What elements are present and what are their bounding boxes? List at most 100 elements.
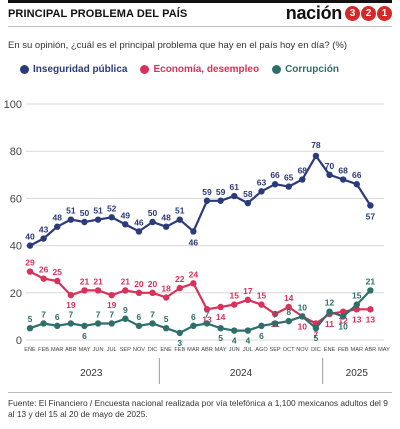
legend-label-inseguridad: Inseguridad pública — [33, 64, 128, 75]
x-tick-label: SEP — [269, 347, 280, 353]
data-point-economia — [190, 280, 197, 287]
data-label-economia: 14 — [284, 293, 294, 303]
data-point-inseguridad — [67, 216, 75, 223]
data-point-inseguridad — [312, 152, 320, 160]
data-point-inseguridad — [81, 218, 88, 226]
x-tick-label: JUN — [93, 347, 104, 353]
chart-legend: Inseguridad pública Economía, desempleo … — [20, 64, 352, 75]
x-tick-label: MAR — [51, 347, 63, 353]
x-tick-label: FEB — [38, 347, 49, 353]
x-tick-label: MAY — [79, 347, 91, 353]
x-tick-label: ENE — [160, 347, 172, 353]
data-point-economia — [149, 289, 156, 296]
legend-swatch-economia — [140, 65, 150, 74]
brand-logo: nación 3 2 1 — [286, 2, 392, 24]
y-tick-label: 20 — [10, 288, 22, 300]
data-label-inseguridad: 48 — [52, 213, 62, 223]
data-point-corrupcion — [176, 329, 183, 337]
data-point-economia — [367, 306, 374, 313]
data-point-corrupcion — [190, 322, 197, 330]
x-tick-label: DIC — [311, 347, 321, 353]
data-label-inseguridad: 70 — [325, 161, 335, 171]
data-label-corrupcion: 15 — [352, 291, 362, 301]
x-tick-label: JUL — [107, 347, 117, 353]
data-label-corrupcion: 7 — [205, 309, 210, 319]
data-point-corrupcion — [353, 301, 360, 308]
data-point-inseguridad — [326, 171, 333, 178]
chart-subtitle: En su opinión, ¿cuál es el principal pro… — [8, 40, 348, 51]
data-point-economia — [217, 303, 224, 311]
data-label-inseguridad: 48 — [161, 213, 171, 223]
data-label-inseguridad: 78 — [311, 140, 321, 150]
data-label-inseguridad: 63 — [257, 177, 267, 187]
data-point-economia — [162, 294, 170, 301]
data-point-economia — [176, 284, 183, 292]
data-label-economia: 26 — [39, 265, 49, 275]
data-label-corrupcion: 6 — [137, 312, 142, 322]
data-label-inseguridad: 52 — [107, 203, 117, 213]
data-point-economia — [122, 287, 129, 294]
data-point-inseguridad — [271, 181, 279, 188]
x-tick-label: ABR — [201, 347, 213, 353]
x-tick-label: DIC — [148, 347, 158, 353]
data-point-inseguridad — [135, 228, 143, 235]
data-point-corrupcion — [26, 325, 34, 332]
data-label-corrupcion: 5 — [164, 314, 169, 324]
data-point-inseguridad — [94, 216, 102, 223]
data-label-corrupcion: 6 — [191, 312, 196, 322]
legend-swatch-corrupcion — [272, 65, 282, 74]
data-label-inseguridad: 61 — [229, 182, 239, 192]
x-tick-label: NOV — [133, 347, 145, 353]
data-label-corrupcion: 3 — [177, 338, 182, 348]
x-tick-label: ENE — [324, 347, 336, 353]
data-point-inseguridad — [122, 221, 129, 228]
chart-title: PRINCIPAL PROBLEMA DEL PAÍS — [8, 8, 188, 20]
data-point-corrupcion — [299, 313, 306, 320]
data-label-inseguridad: 40 — [25, 232, 35, 242]
data-label-economia: 21 — [121, 276, 131, 286]
data-point-corrupcion — [54, 322, 61, 330]
data-label-corrupcion: 4 — [232, 336, 237, 346]
data-label-corrupcion: 7 — [68, 309, 73, 319]
x-tick-label: NOV — [296, 347, 308, 353]
data-point-corrupcion — [271, 320, 279, 327]
data-label-economia: 13 — [202, 314, 212, 324]
data-label-inseguridad: 49 — [121, 210, 131, 220]
x-tick-label: SEP — [120, 347, 131, 353]
x-tick-label: MAR — [187, 347, 199, 353]
data-label-inseguridad: 58 — [243, 189, 253, 199]
x-tick-label: FEB — [174, 347, 185, 353]
data-label-inseguridad: 59 — [216, 187, 226, 197]
data-label-economia: 13 — [366, 314, 376, 324]
data-point-economia — [271, 310, 279, 318]
data-label-corrupcion: 7 — [273, 309, 278, 319]
x-tick-label: ENE — [24, 347, 36, 353]
data-point-corrupcion — [94, 320, 102, 327]
x-tick-label: JUL — [243, 347, 253, 353]
data-label-corrupcion: 6 — [55, 312, 60, 322]
data-label-inseguridad: 68 — [298, 166, 308, 176]
data-label-corrupcion: 7 — [150, 309, 155, 319]
data-point-economia — [353, 306, 360, 313]
data-label-economia: 17 — [243, 286, 253, 296]
legend-label-corrupcion: Corrupción — [285, 64, 339, 75]
data-point-corrupcion — [135, 322, 143, 330]
data-label-corrupcion: 6 — [82, 331, 87, 341]
top-rule — [8, 0, 392, 3]
data-point-corrupcion — [312, 325, 320, 332]
data-label-economia: 12 — [338, 316, 348, 326]
data-label-economia: 29 — [25, 258, 35, 268]
x-tick-label: MAY — [215, 347, 227, 353]
data-label-inseguridad: 59 — [202, 187, 212, 197]
data-point-inseguridad — [367, 202, 374, 209]
data-point-economia — [135, 289, 143, 296]
x-tick-label: FEB — [338, 347, 349, 353]
data-point-inseguridad — [258, 188, 265, 195]
data-point-economia — [26, 268, 34, 275]
data-point-economia — [67, 291, 75, 299]
data-point-inseguridad — [26, 242, 34, 249]
data-point-corrupcion — [244, 327, 252, 334]
data-label-inseguridad: 50 — [80, 208, 90, 218]
data-label-inseguridad: 65 — [284, 173, 294, 183]
brand-digit-3: 1 — [377, 5, 392, 21]
